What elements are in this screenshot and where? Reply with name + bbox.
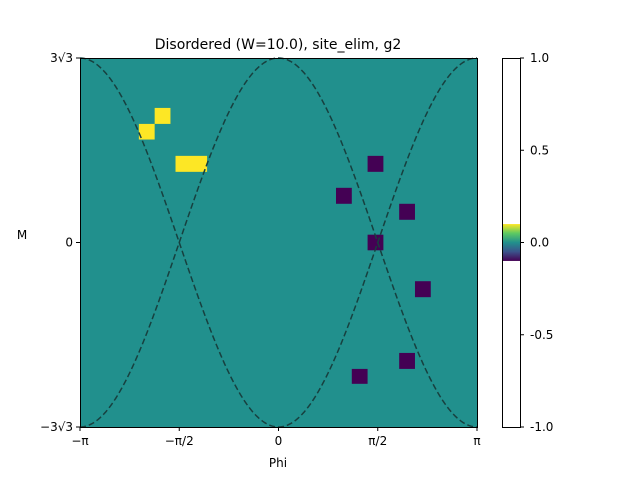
- heatmap-cell: [414, 281, 431, 298]
- y-tick-label: 0: [65, 236, 73, 250]
- colorbar: 1.0 0.5 0.0 -0.5 -1.0: [502, 51, 553, 434]
- x-tick-label: π: [473, 434, 480, 448]
- heatmap-cell: [154, 107, 171, 124]
- heatmap-cell: [138, 123, 155, 140]
- x-axis-ticks: −π −π/2 0 π/2 π: [71, 427, 481, 448]
- x-tick-label: −π/2: [165, 434, 194, 448]
- plot-area: [79, 57, 478, 428]
- heatmap-cell: [399, 352, 415, 369]
- heatmap-cell: [399, 203, 415, 220]
- heatmap-cell: [175, 155, 208, 172]
- heatmap-background: [80, 58, 477, 427]
- heatmap-cell: [367, 155, 384, 172]
- colorbar-ticks: 1.0 0.5 0.0 -0.5 -1.0: [520, 51, 553, 434]
- colorbar-tick-label: 1.0: [530, 51, 549, 65]
- y-axis-ticks: 3√3 0 −3√3: [40, 51, 80, 434]
- y-tick-label: −3√3: [40, 420, 73, 434]
- colorbar-tick-label: -1.0: [530, 420, 553, 434]
- heatmap-cell: [335, 187, 352, 204]
- y-tick-label: 3√3: [50, 51, 73, 65]
- y-axis-label: M: [17, 228, 27, 242]
- x-tick-label: π/2: [368, 434, 387, 448]
- x-tick-label: 0: [275, 434, 283, 448]
- chart-title: Disordered (W=10.0), site_elim, g2: [155, 37, 402, 53]
- x-axis-label: Phi: [269, 456, 287, 470]
- heatmap-cell: [351, 368, 368, 384]
- heatmap-cells: [138, 107, 431, 384]
- colorbar-band: [502, 224, 520, 261]
- colorbar-tick-label: -0.5: [530, 328, 553, 342]
- colorbar-tick-label: 0.5: [530, 143, 549, 157]
- x-tick-label: −π: [71, 434, 88, 448]
- colorbar-tick-label: 0.0: [530, 236, 549, 250]
